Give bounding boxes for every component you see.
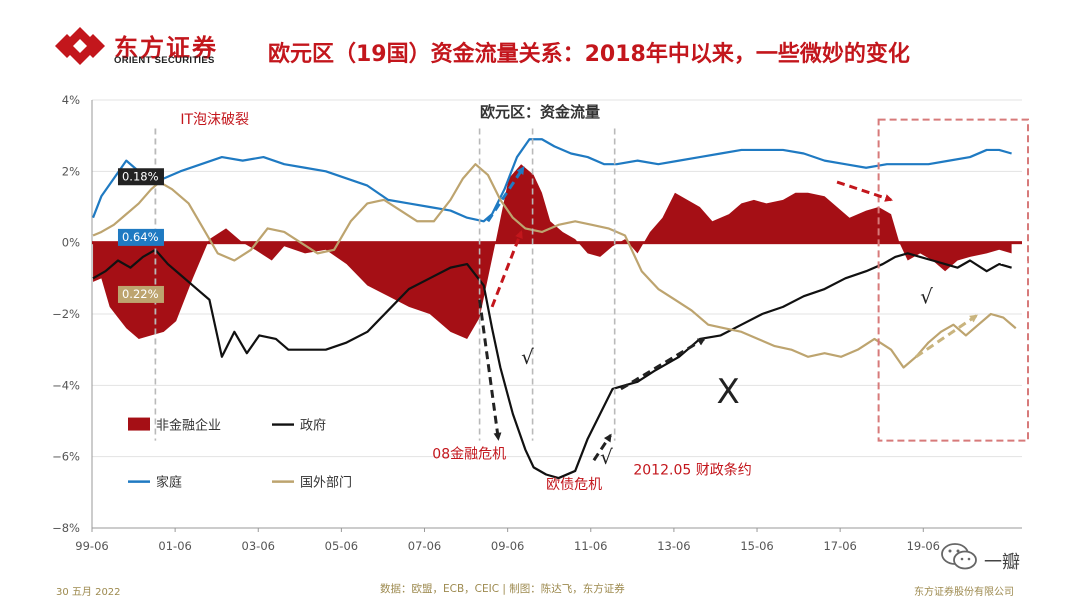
- annotation-2008-crisis: 08金融危机: [432, 446, 506, 462]
- highlight-box: [877, 118, 1029, 442]
- flow-of-funds-chart: 4% 2% 0% −2% −4% −6% −8% 99-06 01-06 03-06 05-06 07…: [52, 93, 1029, 553]
- annotation-check-mark: √: [600, 445, 613, 469]
- wechat-watermark: 一瓣: [940, 540, 1060, 580]
- annotation-check-mark: √: [920, 284, 933, 308]
- trend-arrow-government-down: [478, 299, 502, 441]
- x-tick-label: 19-06: [907, 539, 940, 553]
- value-label-foreign: 0.22%: [117, 285, 164, 303]
- legend-label-corporate: 非金融企业: [156, 418, 221, 434]
- trend-arrow-corporate-down: [836, 180, 893, 202]
- footer-source: 数据：欧盟，ECB，CEIC | 制图：陈达飞，东方证券: [380, 583, 625, 595]
- y-tick-label: −2%: [52, 307, 80, 321]
- y-tick-label: −8%: [52, 521, 80, 535]
- value-label-box: [117, 228, 164, 246]
- annotation-fiscal-compact: 2012.05 财政条约: [633, 462, 751, 479]
- x-tick-label: 13-06: [657, 539, 690, 553]
- trend-arrow-foreign-up: [915, 314, 978, 359]
- logo-name: 东方证券: [114, 34, 218, 62]
- slide-header: 东方证券 ORIENT SECURITIES 欧元区（19国）资金流量关系：20…: [0, 0, 1080, 80]
- annotation-it-bubble: IT泡沫破裂: [180, 112, 249, 128]
- trend-arrow-household-up: [486, 166, 525, 223]
- series-area-corporate: [93, 164, 1012, 339]
- chart-title: 欧元区：资金流量: [480, 103, 600, 121]
- annotation-euro-debt-crisis: 欧债危机: [546, 477, 602, 493]
- y-tick-label: −4%: [52, 378, 80, 392]
- y-tick-label: −6%: [52, 450, 80, 464]
- x-tick-label: 05-06: [325, 539, 358, 553]
- wechat-icon: [941, 543, 977, 570]
- series-line-government: [92, 248, 1012, 480]
- value-label-box: [117, 285, 164, 303]
- x-tick-label: 09-06: [491, 539, 524, 553]
- x-tick-label: 07-06: [408, 539, 441, 553]
- trend-arrow-corporate-up: [490, 230, 523, 308]
- value-label-text: 0.22%: [122, 287, 159, 301]
- value-label-household: 0.64%: [117, 228, 164, 246]
- x-tick-label: 99-06: [75, 539, 108, 553]
- value-label-end: 0.31%: [993, 254, 1028, 267]
- x-tick-label: 11-06: [574, 539, 607, 553]
- chart-container: 4% 2% 0% −2% −4% −6% −8% 99-06 01-06 03-06 05-06 07…: [0, 86, 1080, 571]
- legend-swatch-corporate: [128, 417, 150, 431]
- legend-label-government: 政府: [300, 419, 326, 434]
- value-label-box: [117, 168, 164, 186]
- trend-arrow-government-up: [620, 337, 706, 391]
- annotation-cross-mark: X: [717, 372, 740, 412]
- y-tick-label: 0%: [62, 236, 80, 250]
- footer-date: 30 五月 2022: [56, 587, 121, 598]
- value-label-text: 0.64%: [122, 230, 159, 244]
- series-line-foreign: [92, 163, 1017, 369]
- x-tick-label: 17-06: [823, 539, 856, 553]
- page-title: 欧元区（19国）资金流量关系：2018年中以来，一些微妙的变化: [268, 42, 910, 67]
- logo-en: ORIENT SECURITIES: [114, 55, 215, 66]
- watermark-text: 一瓣: [984, 552, 1020, 573]
- x-tick-label: 01-06: [158, 539, 191, 553]
- series-line-household: [92, 138, 1012, 223]
- y-tick-label: 2%: [62, 164, 80, 178]
- slide-footer: 30 五月 2022 数据：欧盟，ECB，CEIC | 制图：陈达飞，东方证券 …: [0, 578, 1080, 602]
- y-tick-label: 4%: [62, 93, 80, 107]
- x-tick-label: 03-06: [242, 539, 275, 553]
- legend-label-household: 家庭: [156, 475, 182, 491]
- value-label-corporate: 0.18%: [117, 168, 164, 186]
- zero-baseline: [92, 241, 1022, 245]
- value-label-text: 0.18%: [122, 169, 159, 183]
- annotation-check-mark: √: [521, 345, 534, 369]
- x-tick-label: 15-06: [740, 539, 773, 553]
- orient-securities-logo: 东方证券 ORIENT SECURITIES: [52, 26, 252, 68]
- orient-logo-icon: [55, 27, 105, 65]
- footer-company: 东方证券股份有限公司: [914, 587, 1014, 598]
- trend-arrow-government-up: [592, 433, 612, 462]
- legend-label-foreign: 国外部门: [300, 476, 352, 491]
